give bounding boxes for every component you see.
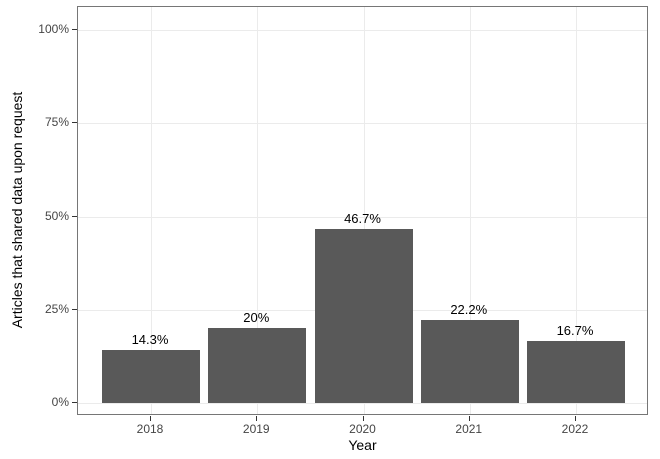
x-gridline: [576, 7, 577, 414]
x-tick-mark: [150, 416, 151, 421]
y-tick-label: 25%: [44, 301, 69, 316]
y-tick-mark: [72, 29, 77, 30]
x-tick-mark: [362, 416, 364, 421]
y-tick-mark: [72, 215, 77, 217]
y-gridline: [78, 30, 647, 31]
bar-value-label: 14.3%: [131, 331, 169, 347]
x-axis-title: Year: [348, 437, 377, 453]
x-gridline: [257, 7, 259, 414]
y-gridline: [78, 216, 647, 218]
y-axis-title: Articles that shared data upon request: [9, 91, 25, 329]
y-tick-mark: [72, 308, 77, 310]
bar-value-label: 46.7%: [344, 210, 381, 226]
bar: [208, 328, 307, 403]
bar: [527, 340, 625, 403]
bar: [420, 320, 519, 403]
x-tick-label: 2019: [242, 422, 270, 436]
x-tick-mark: [575, 416, 576, 421]
y-tick-label: 75%: [44, 115, 69, 130]
y-tick-label: 0%: [51, 395, 69, 409]
y-gridline: [78, 403, 647, 404]
x-tick-label: 2018: [136, 422, 164, 436]
x-tick-label: 2022: [561, 422, 589, 436]
x-tick-label: 2020: [349, 422, 376, 436]
bar: [314, 228, 413, 403]
x-tick-mark: [256, 416, 258, 421]
y-tick-label: 50%: [44, 208, 69, 223]
y-gridline: [78, 123, 647, 125]
x-tick-mark: [468, 416, 470, 421]
bar: [102, 349, 200, 403]
x-gridline: [363, 7, 365, 414]
x-gridline: [469, 7, 471, 414]
bar-value-label: 16.7%: [556, 322, 594, 338]
bar-value-label: 20%: [243, 310, 270, 326]
y-tick-mark: [72, 122, 77, 124]
x-gridline: [151, 7, 152, 414]
y-tick-label: 100%: [38, 22, 69, 36]
y-tick-mark: [72, 402, 77, 403]
x-tick-label: 2021: [455, 422, 483, 436]
plot-panel: [77, 6, 648, 415]
bar-value-label: 22.2%: [450, 302, 488, 318]
